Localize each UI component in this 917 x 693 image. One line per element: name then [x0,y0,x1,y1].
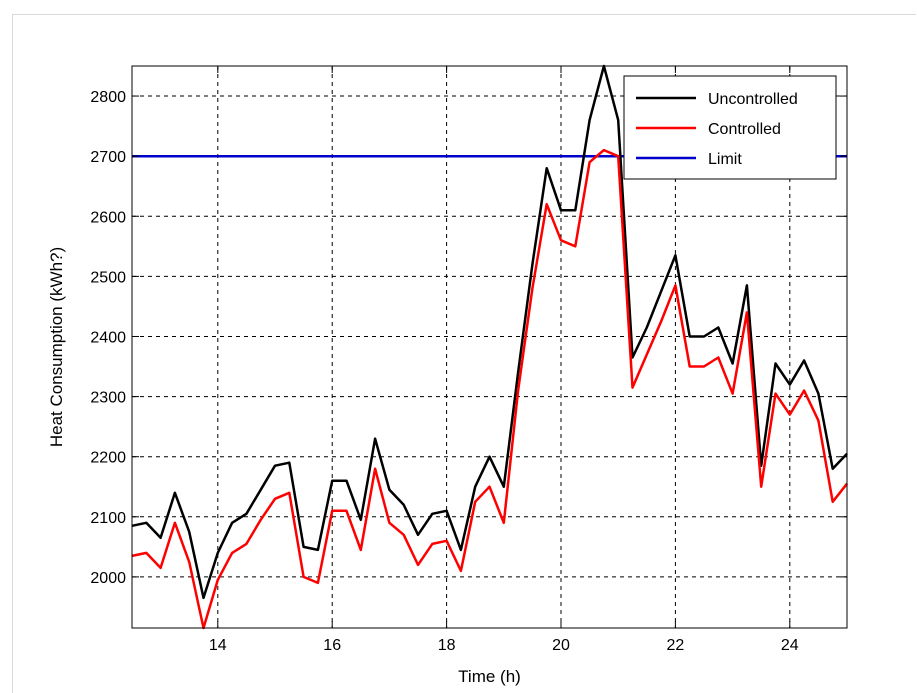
legend: Uncontrolled Controlled Limit [623,75,837,180]
x-tick-label: 20 [552,637,570,654]
x-tick-label: 18 [438,637,456,654]
y-tick-label: 2600 [90,209,126,226]
x-axis-label: Time (h) [458,667,521,686]
y-tick-label: 2800 [90,89,126,106]
legend-entry: Limit [708,151,742,168]
plot-border [131,65,848,629]
y-tick-label: 2700 [90,149,126,166]
y-axis-label: Heat Consumption (kWh?) [47,247,66,447]
x-tick-label: 22 [667,637,685,654]
axis-ticks: 14 16 18 20 22 24 2000 2100 2200 2300 2400 2500 2600… [90,66,847,654]
y-tick-label: 2100 [90,510,126,527]
x-tick-label: 16 [323,637,341,654]
series-line-uncontrolled [131,64,848,600]
series-line-controlled [131,148,848,630]
x-tick-label: 24 [781,637,799,654]
y-tick-label: 2400 [90,329,126,346]
legend-entry: Uncontrolled [708,91,798,108]
y-tick-label: 2200 [90,450,126,467]
y-tick-label: 2000 [90,570,126,587]
x-tick-label: 14 [209,637,227,654]
y-tick-label: 2300 [90,390,126,407]
legend-entry: Controlled [708,121,781,138]
y-tick-label: 2500 [90,269,126,286]
